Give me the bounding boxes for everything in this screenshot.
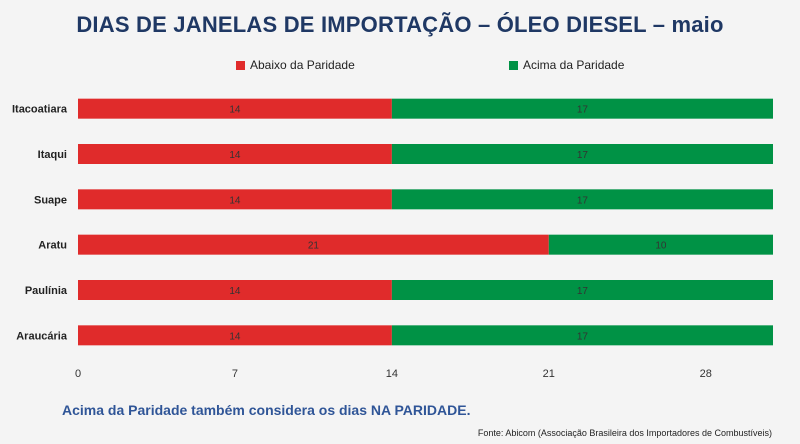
bar-itaqui-above-parity xyxy=(391,144,773,164)
bar-araucaria-below-parity xyxy=(78,325,392,346)
bar-paulinia-below-parity xyxy=(78,280,392,300)
data-label-araucaria-below-parity: 14 xyxy=(229,331,241,342)
data-label-suape-above-parity: 17 xyxy=(577,195,589,206)
bar-aratu-below-parity xyxy=(78,234,549,255)
bar-aratu-above-parity xyxy=(548,234,773,255)
data-label-itacoatiara-above-parity: 17 xyxy=(577,105,589,116)
bar-suape-above-parity xyxy=(391,189,773,210)
data-label-itacoatiara-below-parity: 14 xyxy=(229,105,241,116)
legend-item-below-parity: Abaixo da Paridade xyxy=(236,58,355,72)
x-tick-label-28: 28 xyxy=(700,368,712,380)
x-tick-label-0: 0 xyxy=(75,368,81,380)
data-label-itaqui-below-parity: 14 xyxy=(229,150,241,161)
x-tick-label-14: 14 xyxy=(386,368,398,380)
legend: Abaixo da Paridade Acima da Paridade xyxy=(0,58,800,74)
x-tick-label-21: 21 xyxy=(543,368,555,380)
bar-itacoatiara-below-parity xyxy=(78,98,392,119)
source-note: Fonte: Abicom (Associação Brasileira dos… xyxy=(477,428,772,438)
legend-swatch-below-parity xyxy=(236,60,245,70)
data-label-aratu-below-parity: 21 xyxy=(308,241,320,252)
bar-paulinia-above-parity xyxy=(391,280,773,300)
data-label-paulinia-below-parity: 14 xyxy=(229,286,241,297)
x-tick-label-7: 7 xyxy=(232,368,238,380)
legend-item-above-parity: Acima da Paridade xyxy=(509,58,624,72)
category-label-aratu: Aratu xyxy=(38,240,67,252)
legend-swatch-above-parity xyxy=(509,60,518,70)
bar-itaqui-below-parity xyxy=(78,144,392,164)
bar-araucaria-above-parity xyxy=(391,325,773,346)
bar-chart: Itacoatiara 14 17 Itaqui 14 17 Suape 14 17 Aratu 2… xyxy=(12,98,773,380)
legend-label-above-parity: Acima da Paridade xyxy=(523,58,625,72)
category-label-itaqui: Itaqui xyxy=(38,149,67,161)
data-label-aratu-above-parity: 10 xyxy=(655,241,667,252)
category-label-suape: Suape xyxy=(34,194,67,206)
chart-title: DIAS DE JANELAS DE IMPORTAÇÃO – ÓLEO DIE… xyxy=(76,12,724,37)
parity-note: Acima da Paridade também considera os di… xyxy=(62,402,471,418)
category-label-araucaria: Araucária xyxy=(16,330,68,342)
legend-label-below-parity: Abaixo da Paridade xyxy=(250,58,355,72)
bar-suape-below-parity xyxy=(78,189,392,210)
category-label-paulinia: Paulínia xyxy=(25,285,68,297)
bar-itacoatiara-above-parity xyxy=(391,98,773,119)
data-label-suape-below-parity: 14 xyxy=(229,195,241,206)
data-label-araucaria-above-parity: 17 xyxy=(577,331,589,342)
category-label-itacoatiara: Itacoatiara xyxy=(12,104,68,116)
data-label-paulinia-above-parity: 17 xyxy=(577,286,589,297)
data-label-itaqui-above-parity: 17 xyxy=(577,150,589,161)
